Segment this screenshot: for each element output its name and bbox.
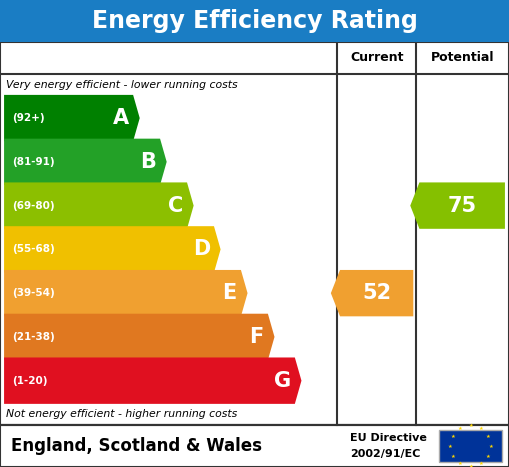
Text: 75: 75 <box>447 196 477 216</box>
Text: E: E <box>222 283 237 303</box>
Bar <box>0 0 509 42</box>
Text: (1-20): (1-20) <box>12 375 47 386</box>
Text: G: G <box>274 371 291 391</box>
Text: F: F <box>249 327 264 347</box>
Text: ★: ★ <box>486 454 491 459</box>
Text: ★: ★ <box>478 426 483 431</box>
Text: B: B <box>140 152 156 172</box>
Text: ★: ★ <box>478 461 483 467</box>
Text: C: C <box>167 196 183 216</box>
Text: ★: ★ <box>489 444 493 449</box>
Polygon shape <box>4 139 166 185</box>
Text: 2002/91/EC: 2002/91/EC <box>350 449 420 460</box>
Text: ★: ★ <box>486 433 491 439</box>
Text: (81-91): (81-91) <box>12 157 54 167</box>
Polygon shape <box>4 183 193 229</box>
Text: ★: ★ <box>468 423 473 428</box>
Text: ★: ★ <box>448 444 453 449</box>
Polygon shape <box>4 314 274 360</box>
Text: ★: ★ <box>458 426 463 431</box>
Text: (92+): (92+) <box>12 113 44 123</box>
Text: 52: 52 <box>362 283 391 303</box>
Text: Energy Efficiency Rating: Energy Efficiency Rating <box>92 9 417 33</box>
Text: ★: ★ <box>468 464 473 467</box>
Polygon shape <box>4 95 139 142</box>
Text: ★: ★ <box>450 454 456 459</box>
Polygon shape <box>410 183 505 229</box>
Bar <box>0 425 509 467</box>
Text: (39-54): (39-54) <box>12 288 54 298</box>
Polygon shape <box>4 357 301 404</box>
Polygon shape <box>4 226 220 273</box>
Text: D: D <box>192 240 210 259</box>
Text: ★: ★ <box>450 433 456 439</box>
Text: A: A <box>113 108 129 128</box>
Text: (21-38): (21-38) <box>12 332 54 342</box>
Polygon shape <box>331 270 413 316</box>
Polygon shape <box>4 270 247 316</box>
Bar <box>0 42 509 425</box>
Text: EU Directive: EU Directive <box>350 433 427 444</box>
Text: (55-68): (55-68) <box>12 244 54 255</box>
Text: (69-80): (69-80) <box>12 201 54 211</box>
Text: England, Scotland & Wales: England, Scotland & Wales <box>11 437 262 455</box>
Bar <box>439 431 502 462</box>
Text: Potential: Potential <box>431 51 494 64</box>
Text: Not energy efficient - higher running costs: Not energy efficient - higher running co… <box>6 409 237 419</box>
Text: Very energy efficient - lower running costs: Very energy efficient - lower running co… <box>6 80 238 90</box>
Text: Current: Current <box>350 51 404 64</box>
Text: ★: ★ <box>458 461 463 467</box>
